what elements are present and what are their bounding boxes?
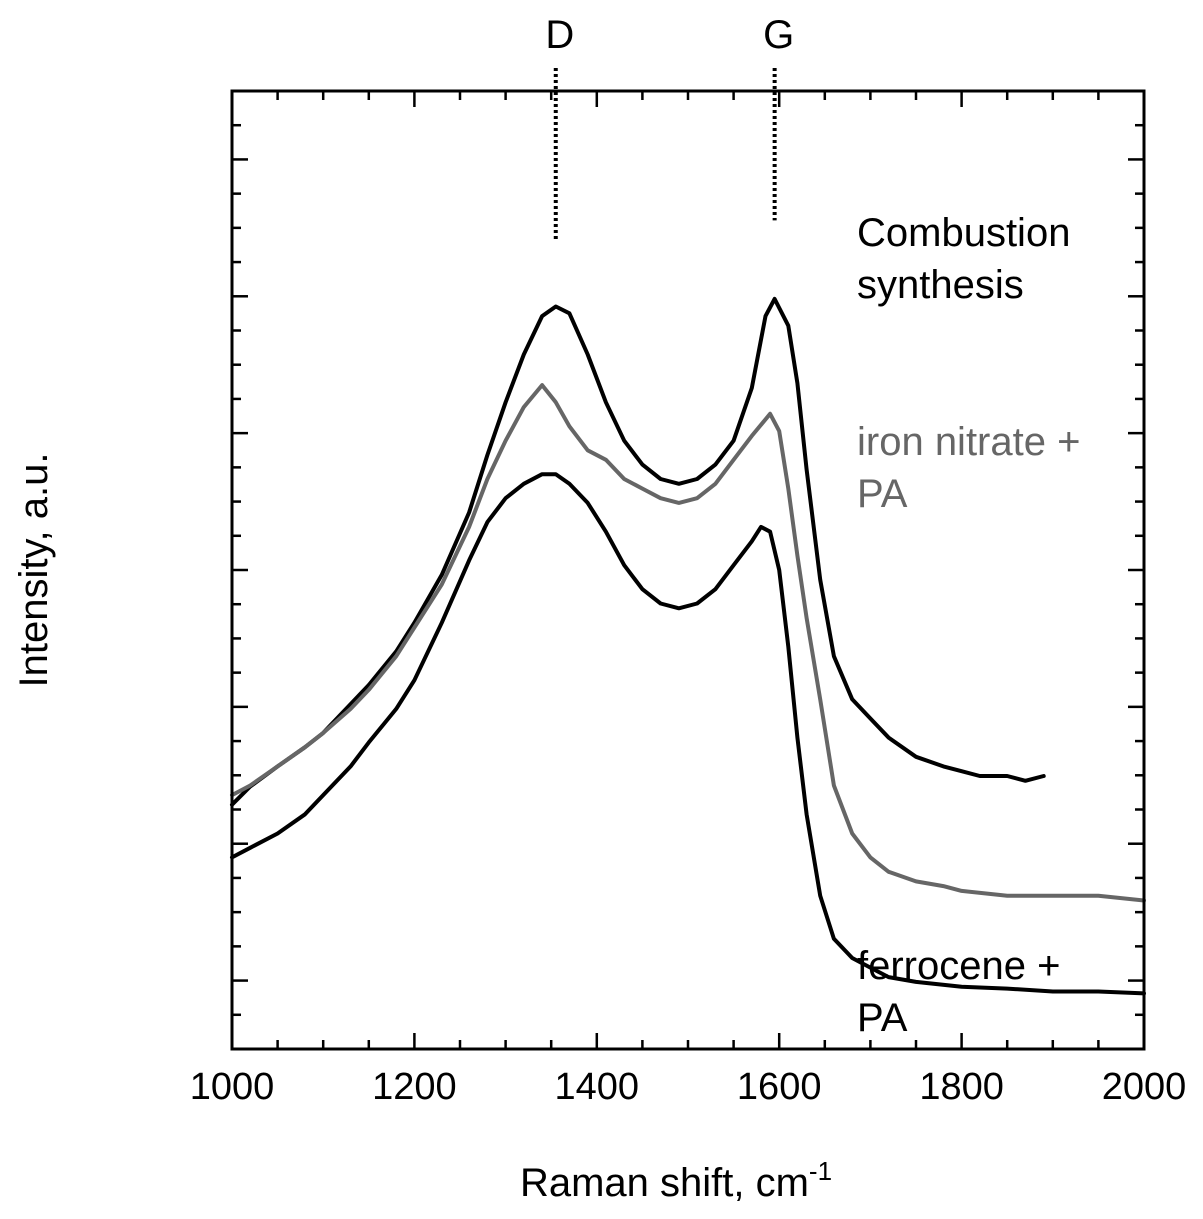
peak-label-d: D <box>545 13 574 57</box>
x-tick-label: 1200 <box>372 1066 457 1108</box>
x-tick-label: 1800 <box>919 1066 1004 1108</box>
x-tick-label: 1000 <box>190 1066 275 1108</box>
series-labels: Combustion synthesis iron nitrate + PA ferro… <box>857 211 1080 1040</box>
x-axis-title: Raman shift, cm-1 <box>520 1156 832 1205</box>
series-line-1 <box>230 296 1046 807</box>
series-line-3 <box>230 472 1146 996</box>
series-label-3: ferrocene + PA <box>857 944 1060 1040</box>
axis-ticks <box>230 89 1146 1051</box>
x-tick-label: 1400 <box>555 1066 640 1108</box>
series-lines <box>230 296 1146 996</box>
x-tick-label: 2000 <box>1102 1066 1187 1108</box>
series-label-1: Combustion synthesis <box>857 211 1070 307</box>
y-axis-title: Intensity, a.u. <box>12 453 56 688</box>
series-line-2 <box>230 383 1146 903</box>
peak-label-g: G <box>763 13 794 57</box>
x-tick-label: 1600 <box>737 1066 822 1108</box>
x-tick-labels: 1000 1200 1400 1600 1800 2000 <box>190 1066 1187 1108</box>
series-label-2: iron nitrate + PA <box>857 420 1080 516</box>
